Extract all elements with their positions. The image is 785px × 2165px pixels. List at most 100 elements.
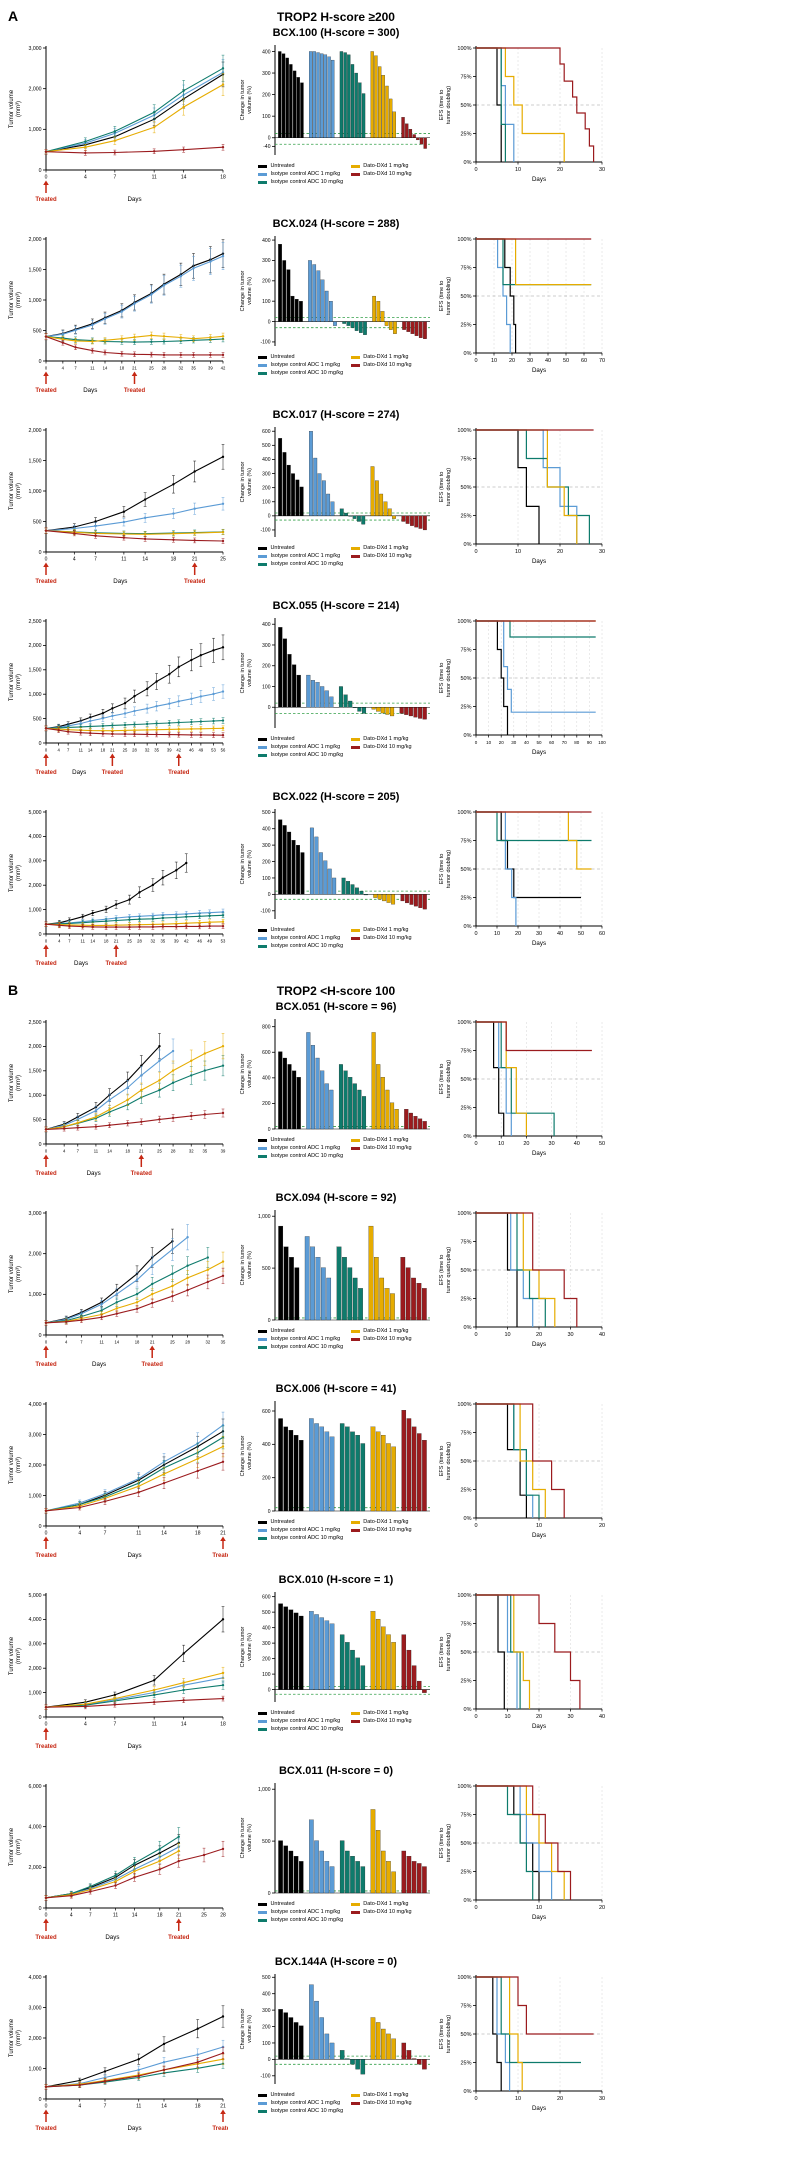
waterfall-bar xyxy=(324,2033,330,2060)
waterfall-bar xyxy=(416,137,420,141)
waterfall-bar xyxy=(368,1225,374,1321)
y-tick-label: 0 xyxy=(39,1142,42,1148)
treated-label: Treated xyxy=(184,579,206,585)
x-tick-label: 10 xyxy=(515,167,521,173)
y-tick-label: 3,000 xyxy=(29,1211,42,1217)
data-point xyxy=(161,916,165,920)
efs-column: 0% 25% 50% 75% 100% 0 10 20 Days EFS (time to tumo… xyxy=(436,1778,612,1930)
x-tick-label: 53 xyxy=(221,939,226,944)
efs-chart: 0% 25% 50% 75% 100% 0 10 20 Days EFS (time to tumo… xyxy=(439,1402,605,1539)
legend-label: Dato-DXd 1 mg/kg xyxy=(363,1137,409,1143)
data-point xyxy=(186,1264,189,1267)
x-axis-title: Days xyxy=(532,1532,546,1539)
waterfall-bar xyxy=(326,493,331,516)
x-tick-label: 40 xyxy=(545,358,551,364)
legend-swatch xyxy=(351,2102,361,2105)
x-tick-label: 7 xyxy=(74,366,77,371)
km-curve xyxy=(476,620,596,713)
y-tick-label: 25% xyxy=(460,1678,471,1684)
legend-item: Isotype control ADC 1 mg/kg xyxy=(258,744,343,751)
axis-title: Change in tumor xyxy=(240,653,246,694)
series-line xyxy=(45,1618,224,1708)
waterfall-bar xyxy=(386,1443,391,1512)
model-row: BCX.024 (H-score = 288) 0 500 1,000 1,500 2,0… xyxy=(6,218,785,401)
waterfall-bar xyxy=(293,1856,299,1894)
y-tick-label: 0 xyxy=(39,359,42,365)
axis-title: volume (%) xyxy=(247,1824,253,1852)
data-point xyxy=(155,728,158,731)
axis-title: Tumor volume xyxy=(9,280,15,319)
data-point xyxy=(91,349,94,352)
waterfall-bar xyxy=(362,1096,367,1130)
data-point xyxy=(171,1248,174,1251)
waterfall-bar xyxy=(355,1657,360,1690)
efs-chart: 0% 25% 50% 75% 100% 0 10 20 30 40 Days EFS (time to… xyxy=(439,1211,605,1348)
legend-swatch xyxy=(258,945,268,948)
waterfall-bar xyxy=(293,1435,299,1512)
y-tick-label: 100% xyxy=(457,1020,471,1026)
waterfall-bar xyxy=(323,54,328,138)
waterfall-bar xyxy=(323,860,328,895)
data-point xyxy=(128,918,131,921)
x-tick-label: 25 xyxy=(127,939,132,944)
legend-swatch xyxy=(351,1330,361,1333)
treated-label: Treated xyxy=(124,388,146,394)
data-point xyxy=(177,728,180,731)
y-tick-label: 0 xyxy=(268,319,271,325)
data-point xyxy=(115,1307,119,1310)
axis-title: EFS (time to xyxy=(439,854,445,885)
x-tick-label: 28 xyxy=(132,748,137,753)
legend-item: Dato-DXd 10 mg/kg xyxy=(351,1145,412,1152)
legend-swatch xyxy=(351,356,361,359)
y-tick-label: 0 xyxy=(268,705,271,711)
series-line xyxy=(45,73,224,153)
waterfall-chart: 800 600 400 200 0 Change in tumor volume (%) xyxy=(240,1019,430,1133)
data-point xyxy=(221,1697,225,1700)
waterfall-bar xyxy=(405,123,409,138)
x-tick-label: 0 xyxy=(45,1531,48,1537)
legend-swatch xyxy=(258,372,268,375)
legend-label: Isotype control ADC 1 mg/kg xyxy=(270,2100,341,2106)
waterfall-bar xyxy=(309,1819,314,1894)
x-tick-label: 32 xyxy=(151,939,156,944)
x-tick-label: 18 xyxy=(220,1722,226,1728)
waterfall-column: 1,000 500 0 Change in tumor volume (%) Untrea… xyxy=(234,1778,436,1924)
data-point xyxy=(162,2068,166,2072)
x-tick-label: 35 xyxy=(203,1149,208,1154)
waterfall-bar xyxy=(288,2017,294,2060)
legend-swatch xyxy=(258,746,268,749)
km-curve xyxy=(476,1594,581,1709)
legend-swatch xyxy=(258,165,268,168)
data-point xyxy=(208,924,211,928)
data-point xyxy=(44,2085,48,2088)
data-point xyxy=(103,2070,107,2073)
y-tick-label: 300 xyxy=(262,1641,271,1647)
waterfall-bar xyxy=(359,890,364,895)
legend-swatch xyxy=(258,1728,268,1731)
x-axis-title: Days xyxy=(532,1723,546,1730)
legend-label: Isotype control ADC 10 mg/kg xyxy=(270,1153,344,1159)
data-point xyxy=(123,712,127,715)
legend-swatch xyxy=(351,1911,361,1914)
y-tick-label: 800 xyxy=(262,1024,271,1030)
waterfall-bar xyxy=(296,77,300,138)
y-tick-label: 0 xyxy=(268,1318,271,1324)
data-point xyxy=(168,733,171,736)
waterfall-bar xyxy=(300,852,305,895)
x-axis-title: Days xyxy=(127,2125,141,2132)
treated-label: Treated xyxy=(35,961,57,967)
data-point xyxy=(182,105,185,109)
legend-item: Untreated xyxy=(258,1710,343,1717)
legend-swatch xyxy=(258,1330,268,1333)
series-line xyxy=(45,71,224,153)
data-point xyxy=(152,1688,156,1692)
y-tick-label: 600 xyxy=(262,429,271,435)
y-tick-label: 2,000 xyxy=(29,1463,42,1469)
data-point xyxy=(143,498,147,501)
x-tick-label: 0 xyxy=(474,1905,477,1911)
waterfall-bar xyxy=(288,1430,294,1512)
data-point xyxy=(221,2051,225,2055)
data-point xyxy=(113,130,117,133)
y-tick-label: 75% xyxy=(460,1430,471,1436)
data-point xyxy=(177,733,180,736)
